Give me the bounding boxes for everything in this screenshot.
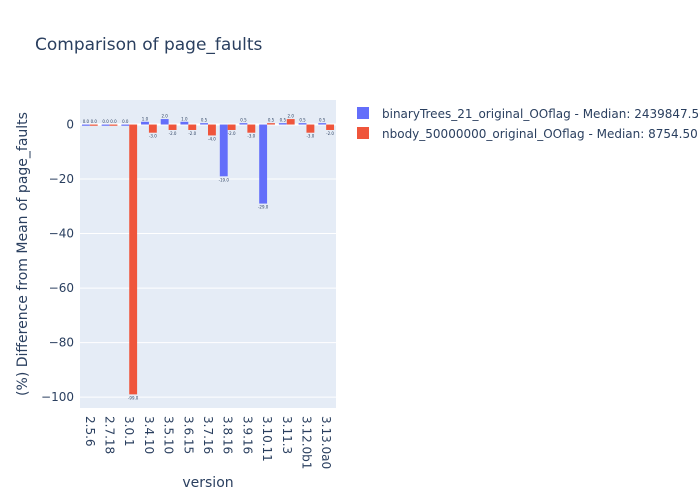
bar-label-s1-3.0.1: -99.0: [128, 395, 139, 400]
bar-label-s0-2.5.6: 0.0: [83, 119, 90, 124]
y-tick-label-4: −80: [49, 336, 74, 350]
x-tick-label-12: 3.13.0a0: [319, 416, 333, 469]
bar-s1-3.9.16: [247, 124, 256, 133]
y-tick-label-1: −20: [49, 172, 74, 186]
bar-label-s0-3.4.10: 1.0: [142, 116, 149, 121]
x-tick-label-8: 3.9.16: [240, 416, 254, 454]
y-tick-label-0: 0: [66, 118, 74, 132]
bar-label-s0-3.9.16: 0.5: [240, 118, 247, 123]
bar-label-s0-2.7.18: 0.0: [102, 119, 109, 124]
bar-s1-3.6.15: [188, 124, 197, 130]
bar-s0-3.6.15: [180, 121, 189, 125]
x-tick-label-7: 3.8.16: [221, 416, 235, 454]
bar-s1-3.8.16: [227, 124, 236, 130]
x-tick-label-6: 3.7.16: [201, 416, 215, 454]
bar-label-s1-3.13.0a0: -2.0: [326, 131, 334, 136]
bars-layer: 0.0 0.0 0.0 0.0 0.0-99.01.0-3.02.0-2.01.0-2.…: [81, 114, 335, 400]
legend-swatch-binarytrees: [357, 107, 369, 119]
y-tick-label-3: −60: [49, 281, 74, 295]
bar-s0-3.7.16: [200, 123, 208, 125]
bar-s0-3.13.0a0: [318, 123, 327, 125]
bar-label-s1-3.7.16: -4.0: [208, 136, 216, 141]
bar-s1-3.13.0a0: [326, 124, 335, 130]
x-tick-label-11: 3.12.0b1: [299, 416, 313, 469]
legend-label-binarytrees: binaryTrees_21_original_OOflag - Median:…: [382, 107, 700, 121]
bar-label-s1-3.12.0b1: -3.0: [306, 134, 314, 139]
x-tick-label-4: 3.5.10: [162, 416, 176, 454]
x-tick-label-0: 2.5.6: [83, 416, 97, 447]
bar-s0-2.7.18: [101, 124, 110, 126]
bar-s0-3.11.3: [278, 123, 287, 125]
x-tick-label-5: 3.6.15: [181, 416, 195, 454]
bar-label-s1-3.10.11: 0.5: [268, 118, 275, 123]
bar-s1-2.7.18: [109, 124, 118, 126]
x-axis-ticks: 2.5.6 2.7.18 3.0.1 3.4.10 3.5.10 3.6.15 3.7.16…: [83, 416, 333, 469]
legend-swatch-nbody: [357, 127, 369, 139]
bar-label-s0-3.5.10: 2.0: [161, 114, 168, 119]
bar-s0-2.5.6: [81, 124, 90, 126]
bar-s1-3.0.1: [129, 124, 138, 395]
y-axis-title: (%) Difference from Mean of page_faults: [15, 112, 31, 396]
x-axis-title: version: [182, 475, 233, 491]
bar-label-s0-3.8.16: -19.0: [219, 177, 230, 182]
bar-s0-3.8.16: [219, 124, 228, 177]
bar-s1-3.7.16: [208, 124, 216, 136]
bar-label-s1-2.5.6: 0.0: [91, 119, 98, 124]
bar-label-s0-3.7.16: 0.5: [201, 118, 208, 123]
bar-label-s0-3.10.11: -29.0: [258, 205, 269, 210]
bar-s0-3.5.10: [160, 119, 169, 125]
bar-label-s1-3.6.15: -2.0: [188, 131, 196, 136]
y-tick-label-2: −40: [49, 227, 74, 241]
x-tick-label-3: 3.4.10: [142, 416, 156, 454]
plot-area-background: [80, 100, 336, 408]
bar-label-s0-3.6.15: 1.0: [181, 116, 188, 121]
bar-s0-3.10.11: [259, 124, 268, 204]
bar-s0-3.0.1: [121, 124, 130, 126]
bar-s1-3.10.11: [267, 123, 275, 125]
x-tick-label-10: 3.11.3: [280, 416, 294, 454]
x-tick-label-1: 2.7.18: [103, 416, 117, 454]
bar-s1-3.5.10: [168, 124, 177, 130]
bar-s1-3.4.10: [148, 124, 157, 133]
chart-title: Comparison of page_faults: [35, 35, 263, 55]
bar-s1-3.12.0b1: [306, 124, 315, 133]
y-tick-label-5: −100: [41, 390, 74, 404]
legend: binaryTrees_21_original_OOflag - Median:…: [357, 107, 700, 141]
bar-label-s0-3.13.0a0: 0.5: [319, 118, 326, 123]
x-tick-label-9: 3.10.11: [260, 416, 274, 462]
bar-label-s1-3.5.10: -2.0: [169, 131, 177, 136]
bar-label-s1-3.9.16: -3.0: [247, 134, 255, 139]
bar-label-s1-3.8.16: -2.0: [228, 131, 236, 136]
bar-s0-3.12.0b1: [298, 123, 307, 125]
bar-label-s1-3.4.10: -3.0: [149, 134, 157, 139]
bar-s1-2.5.6: [89, 124, 98, 126]
legend-label-nbody: nbody_50000000_original_OOflag - Median:…: [382, 127, 698, 141]
bar-s0-3.9.16: [239, 123, 248, 125]
bar-label-s0-3.0.1: 0.0: [122, 119, 129, 124]
bar-s1-3.11.3: [286, 119, 295, 125]
bar-label-s0-3.11.3: 0.5: [280, 118, 287, 123]
y-axis-ticks: 0 −20 −40 −60 −80 −100: [41, 118, 74, 405]
bar-s0-3.4.10: [141, 121, 149, 125]
bar-label-s0-3.12.0b1: 0.5: [299, 118, 306, 123]
x-tick-label-2: 3.0.1: [122, 416, 136, 447]
bar-label-s1-2.7.18: 0.0: [110, 119, 117, 124]
bar-label-s1-3.11.3: 2.0: [288, 114, 295, 119]
